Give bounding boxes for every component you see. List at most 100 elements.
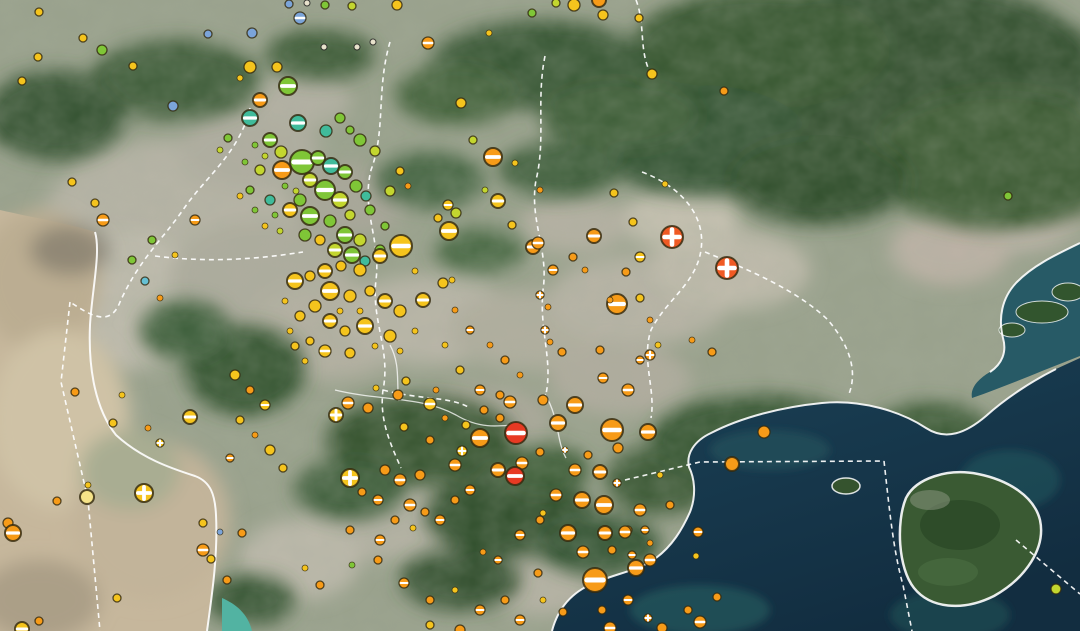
map-marker[interactable] bbox=[527, 8, 537, 18]
map-marker[interactable] bbox=[128, 61, 138, 71]
map-marker[interactable] bbox=[393, 304, 407, 318]
map-marker[interactable] bbox=[639, 423, 657, 441]
map-marker[interactable] bbox=[683, 605, 693, 615]
map-marker[interactable] bbox=[271, 211, 279, 219]
map-marker[interactable] bbox=[451, 306, 459, 314]
map-marker[interactable] bbox=[84, 481, 92, 489]
map-marker[interactable] bbox=[339, 325, 351, 337]
map-marker[interactable] bbox=[216, 528, 224, 536]
map-marker[interactable] bbox=[322, 157, 340, 175]
map-marker[interactable] bbox=[229, 369, 241, 381]
map-marker[interactable] bbox=[644, 349, 656, 361]
map-marker[interactable] bbox=[504, 421, 528, 445]
map-marker[interactable] bbox=[576, 545, 590, 559]
map-marker[interactable] bbox=[594, 495, 614, 515]
map-marker[interactable] bbox=[582, 567, 608, 593]
map-marker[interactable] bbox=[112, 593, 122, 603]
map-marker[interactable] bbox=[134, 483, 154, 503]
map-marker[interactable] bbox=[251, 141, 259, 149]
map-marker[interactable] bbox=[654, 341, 662, 349]
map-marker[interactable] bbox=[434, 514, 446, 526]
map-marker[interactable] bbox=[300, 206, 320, 226]
map-marker[interactable] bbox=[539, 596, 547, 604]
map-marker[interactable] bbox=[96, 44, 108, 56]
map-marker[interactable] bbox=[609, 188, 619, 198]
map-marker[interactable] bbox=[4, 524, 22, 542]
map-marker[interactable] bbox=[591, 0, 607, 8]
map-marker[interactable] bbox=[52, 496, 62, 506]
map-marker[interactable] bbox=[391, 0, 403, 11]
map-marker[interactable] bbox=[34, 7, 44, 17]
map-marker[interactable] bbox=[455, 365, 465, 375]
map-marker[interactable] bbox=[241, 158, 249, 166]
map-marker[interactable] bbox=[362, 402, 374, 414]
map-marker[interactable] bbox=[456, 445, 468, 457]
map-marker[interactable] bbox=[503, 395, 517, 409]
map-marker[interactable] bbox=[595, 345, 605, 355]
map-marker[interactable] bbox=[558, 607, 568, 617]
map-marker[interactable] bbox=[643, 613, 653, 623]
map-marker[interactable] bbox=[479, 405, 489, 415]
map-marker[interactable] bbox=[433, 213, 443, 223]
map-marker[interactable] bbox=[465, 325, 475, 335]
map-marker[interactable] bbox=[282, 202, 298, 218]
map-marker[interactable] bbox=[383, 329, 397, 343]
map-marker[interactable] bbox=[628, 217, 638, 227]
map-marker[interactable] bbox=[246, 27, 258, 39]
map-marker[interactable] bbox=[490, 462, 506, 478]
map-marker[interactable] bbox=[568, 252, 578, 262]
map-marker[interactable] bbox=[715, 256, 739, 280]
map-marker[interactable] bbox=[118, 391, 126, 399]
map-marker[interactable] bbox=[464, 484, 476, 496]
map-marker[interactable] bbox=[328, 407, 344, 423]
map-marker[interactable] bbox=[420, 507, 430, 517]
map-marker[interactable] bbox=[278, 76, 298, 96]
map-marker[interactable] bbox=[485, 29, 493, 37]
map-marker[interactable] bbox=[369, 145, 381, 157]
map-marker[interactable] bbox=[360, 190, 372, 202]
map-marker[interactable] bbox=[78, 33, 88, 43]
map-marker[interactable] bbox=[603, 621, 617, 631]
map-marker[interactable] bbox=[90, 198, 100, 208]
map-marker[interactable] bbox=[600, 418, 624, 442]
map-marker[interactable] bbox=[364, 204, 376, 216]
map-marker[interactable] bbox=[286, 272, 304, 290]
map-marker[interactable] bbox=[353, 233, 367, 247]
map-marker[interactable] bbox=[483, 147, 503, 167]
map-marker[interactable] bbox=[293, 193, 307, 207]
map-marker[interactable] bbox=[237, 528, 247, 538]
map-marker[interactable] bbox=[409, 524, 417, 532]
map-marker[interactable] bbox=[341, 396, 355, 410]
map-marker[interactable] bbox=[271, 61, 283, 73]
map-marker[interactable] bbox=[245, 385, 255, 395]
map-marker[interactable] bbox=[656, 622, 668, 631]
map-marker[interactable] bbox=[403, 498, 417, 512]
map-marker[interactable] bbox=[262, 132, 278, 148]
map-marker[interactable] bbox=[34, 616, 44, 626]
map-marker[interactable] bbox=[379, 464, 391, 476]
map-marker[interactable] bbox=[474, 384, 486, 396]
map-marker[interactable] bbox=[317, 263, 333, 279]
map-marker[interactable] bbox=[573, 491, 591, 509]
map-marker[interactable] bbox=[79, 489, 95, 505]
map-marker[interactable] bbox=[537, 394, 549, 406]
map-marker[interactable] bbox=[514, 614, 526, 626]
map-marker[interactable] bbox=[425, 620, 435, 630]
map-marker[interactable] bbox=[481, 186, 489, 194]
map-marker[interactable] bbox=[290, 341, 300, 351]
map-marker[interactable] bbox=[442, 199, 454, 211]
map-marker[interactable] bbox=[303, 0, 311, 7]
map-marker[interactable] bbox=[323, 214, 337, 228]
map-marker[interactable] bbox=[551, 0, 561, 8]
map-marker[interactable] bbox=[322, 313, 338, 329]
map-marker[interactable] bbox=[540, 325, 550, 335]
map-marker[interactable] bbox=[505, 466, 525, 486]
map-marker[interactable] bbox=[356, 307, 364, 315]
map-marker[interactable] bbox=[274, 145, 288, 159]
map-marker[interactable] bbox=[373, 555, 383, 565]
map-marker[interactable] bbox=[597, 605, 607, 615]
map-marker[interactable] bbox=[660, 225, 684, 249]
map-marker[interactable] bbox=[261, 222, 269, 230]
map-marker[interactable] bbox=[67, 177, 77, 187]
map-marker[interactable] bbox=[627, 550, 637, 560]
